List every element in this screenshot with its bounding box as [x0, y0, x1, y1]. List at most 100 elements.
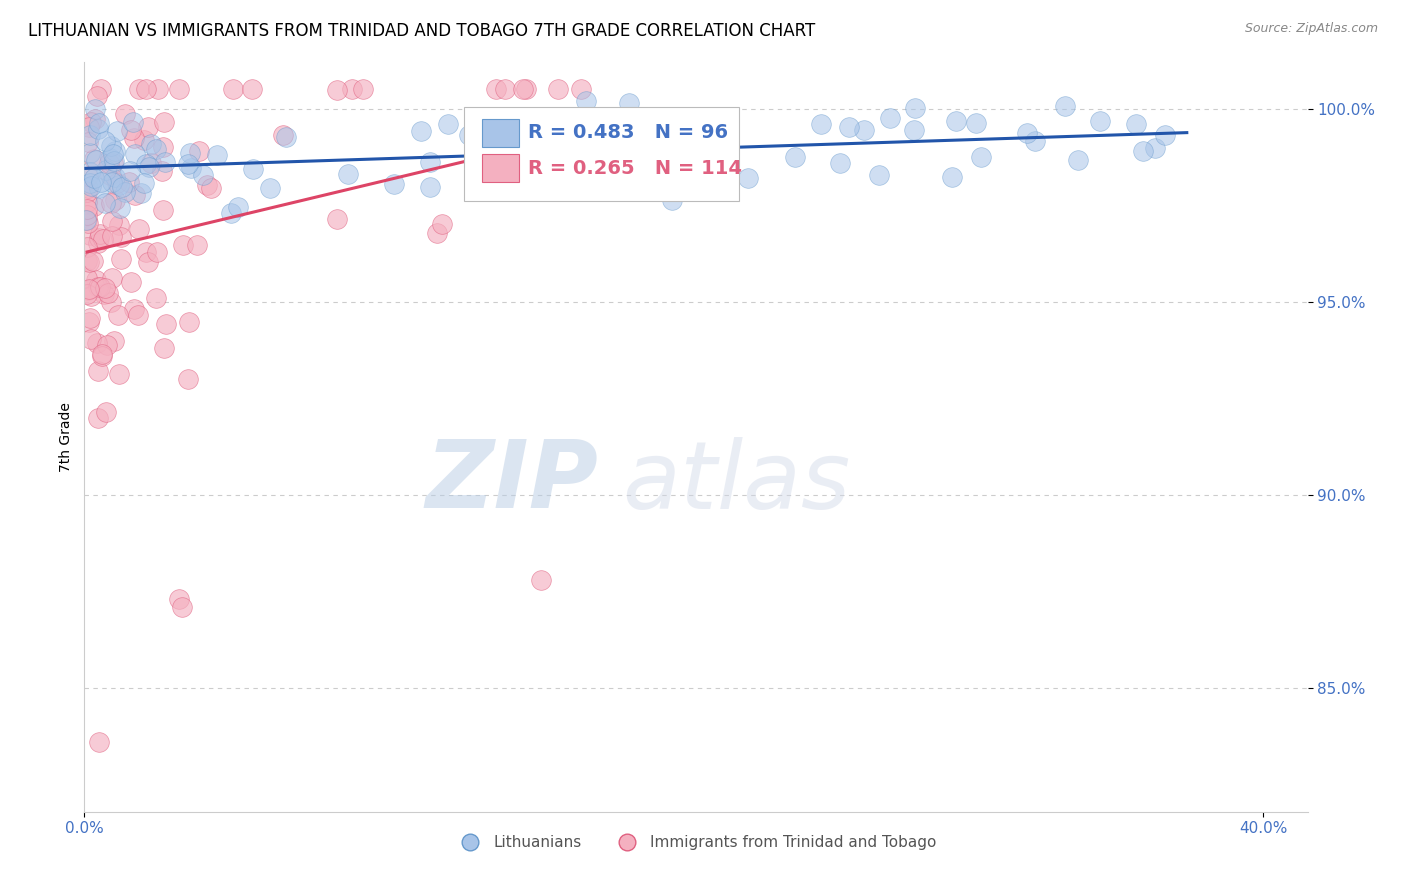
- Lithuanians: [83, 171, 105, 186]
- Text: ZIP: ZIP: [425, 436, 598, 528]
- Immigrants from Trinidad and Tobago: [271, 128, 294, 143]
- Immigrants from Trinidad and Tobago: [79, 332, 101, 346]
- Lithuanians: [1154, 128, 1177, 143]
- Immigrants from Trinidad and Tobago: [150, 163, 173, 178]
- Lithuanians: [90, 175, 112, 189]
- Lithuanians: [89, 181, 111, 195]
- Immigrants from Trinidad and Tobago: [79, 120, 101, 134]
- Immigrants from Trinidad and Tobago: [87, 280, 110, 294]
- Immigrants from Trinidad and Tobago: [76, 287, 98, 301]
- Immigrants from Trinidad and Tobago: [547, 82, 569, 96]
- Lithuanians: [903, 123, 925, 137]
- Immigrants from Trinidad and Tobago: [426, 227, 449, 241]
- Lithuanians: [108, 201, 131, 215]
- Immigrants from Trinidad and Tobago: [569, 82, 592, 96]
- Immigrants from Trinidad and Tobago: [122, 301, 145, 316]
- Lithuanians: [276, 129, 298, 144]
- Lithuanians: [606, 146, 628, 161]
- Immigrants from Trinidad and Tobago: [122, 131, 145, 145]
- Immigrants from Trinidad and Tobago: [179, 315, 201, 329]
- Lithuanians: [879, 111, 901, 125]
- Immigrants from Trinidad and Tobago: [76, 213, 98, 227]
- Lithuanians: [488, 144, 510, 158]
- Lithuanians: [94, 163, 117, 178]
- Text: LITHUANIAN VS IMMIGRANTS FROM TRINIDAD AND TOBAGO 7TH GRADE CORRELATION CHART: LITHUANIAN VS IMMIGRANTS FROM TRINIDAD A…: [28, 22, 815, 40]
- Lithuanians: [100, 139, 122, 153]
- Text: R = 0.265   N = 114: R = 0.265 N = 114: [529, 159, 742, 178]
- Lithuanians: [242, 162, 264, 177]
- Lithuanians: [1067, 153, 1090, 168]
- Immigrants from Trinidad and Tobago: [326, 212, 349, 227]
- Immigrants from Trinidad and Tobago: [186, 238, 208, 252]
- Text: R = 0.483   N = 96: R = 0.483 N = 96: [529, 122, 728, 142]
- Immigrants from Trinidad and Tobago: [134, 133, 156, 147]
- Immigrants from Trinidad and Tobago: [108, 218, 131, 232]
- Immigrants from Trinidad and Tobago: [152, 202, 174, 217]
- Lithuanians: [93, 196, 115, 211]
- Immigrants from Trinidad and Tobago: [94, 405, 117, 419]
- Lithuanians: [853, 123, 876, 137]
- Lithuanians: [98, 152, 121, 166]
- Immigrants from Trinidad and Tobago: [87, 364, 110, 378]
- Lithuanians: [546, 161, 568, 176]
- Immigrants from Trinidad and Tobago: [352, 82, 374, 96]
- Immigrants from Trinidad and Tobago: [89, 279, 111, 293]
- Lithuanians: [382, 177, 405, 191]
- Immigrants from Trinidad and Tobago: [152, 139, 174, 153]
- Lithuanians: [87, 121, 110, 136]
- Lithuanians: [101, 147, 124, 161]
- Immigrants from Trinidad and Tobago: [83, 199, 105, 213]
- Lithuanians: [617, 95, 640, 110]
- Immigrants from Trinidad and Tobago: [153, 341, 176, 355]
- Immigrants from Trinidad and Tobago: [76, 180, 98, 194]
- Immigrants from Trinidad and Tobago: [101, 270, 124, 285]
- Immigrants from Trinidad and Tobago: [100, 294, 122, 309]
- Immigrants from Trinidad and Tobago: [96, 338, 118, 352]
- Lithuanians: [1143, 141, 1166, 155]
- Lithuanians: [94, 134, 117, 148]
- Lithuanians: [581, 154, 603, 169]
- Immigrants from Trinidad and Tobago: [77, 315, 100, 329]
- Lithuanians: [118, 164, 141, 178]
- Immigrants from Trinidad and Tobago: [107, 308, 129, 322]
- Immigrants from Trinidad and Tobago: [77, 216, 100, 230]
- Immigrants from Trinidad and Tobago: [167, 592, 190, 607]
- Lithuanians: [1054, 99, 1077, 113]
- Immigrants from Trinidad and Tobago: [100, 195, 122, 210]
- Immigrants from Trinidad and Tobago: [128, 222, 150, 236]
- Immigrants from Trinidad and Tobago: [86, 335, 108, 350]
- Immigrants from Trinidad and Tobago: [430, 217, 453, 231]
- Immigrants from Trinidad and Tobago: [86, 410, 108, 425]
- Immigrants from Trinidad and Tobago: [93, 287, 115, 301]
- Immigrants from Trinidad and Tobago: [114, 107, 136, 121]
- Immigrants from Trinidad and Tobago: [87, 735, 110, 749]
- Lithuanians: [538, 174, 561, 188]
- Immigrants from Trinidad and Tobago: [108, 367, 131, 381]
- Lithuanians: [79, 178, 101, 193]
- Immigrants from Trinidad and Tobago: [76, 202, 98, 216]
- FancyBboxPatch shape: [482, 153, 519, 182]
- Lithuanians: [179, 146, 201, 161]
- Immigrants from Trinidad and Tobago: [120, 275, 142, 289]
- Immigrants from Trinidad and Tobago: [76, 271, 98, 285]
- Immigrants from Trinidad and Tobago: [155, 317, 177, 331]
- Immigrants from Trinidad and Tobago: [105, 177, 128, 191]
- Immigrants from Trinidad and Tobago: [195, 178, 218, 193]
- Immigrants from Trinidad and Tobago: [100, 229, 122, 244]
- Lithuanians: [111, 179, 134, 194]
- Immigrants from Trinidad and Tobago: [512, 82, 534, 96]
- Lithuanians: [588, 145, 610, 160]
- Immigrants from Trinidad and Tobago: [135, 244, 157, 259]
- Immigrants from Trinidad and Tobago: [127, 308, 149, 322]
- Lithuanians: [538, 134, 561, 148]
- Immigrants from Trinidad and Tobago: [91, 232, 114, 246]
- Immigrants from Trinidad and Tobago: [77, 283, 100, 297]
- Immigrants from Trinidad and Tobago: [98, 156, 121, 170]
- Immigrants from Trinidad and Tobago: [110, 252, 132, 266]
- Lithuanians: [592, 124, 614, 138]
- Lithuanians: [336, 167, 359, 181]
- Lithuanians: [810, 117, 832, 131]
- Lithuanians: [176, 157, 198, 171]
- Lithuanians: [124, 146, 146, 161]
- Immigrants from Trinidad and Tobago: [124, 187, 146, 202]
